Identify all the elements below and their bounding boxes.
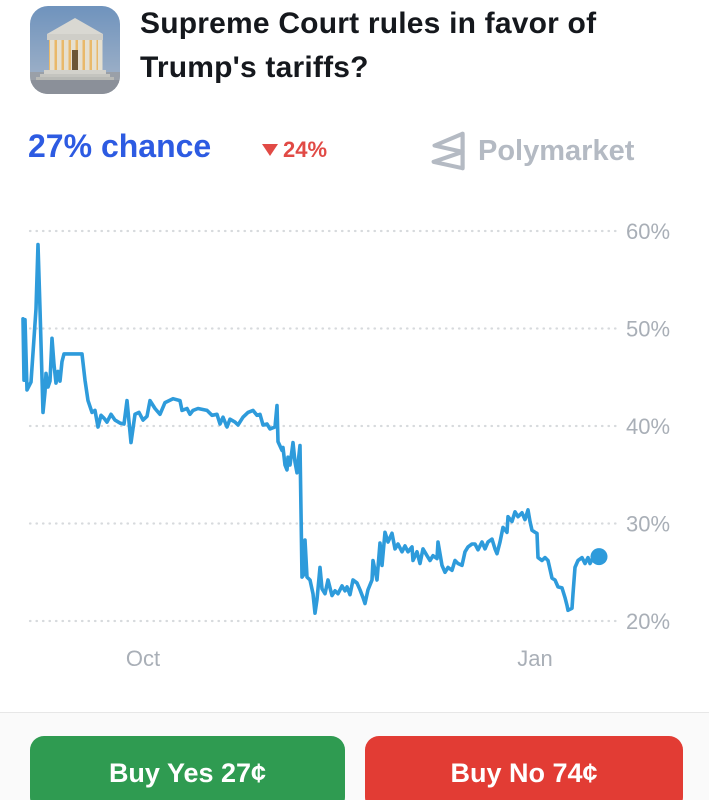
y-axis-label: 50% bbox=[626, 317, 670, 342]
market-title: Supreme Court rules in favor of Trump's … bbox=[140, 7, 597, 84]
y-axis-label: 40% bbox=[626, 414, 670, 439]
buy-no-button[interactable]: Buy No 74¢ bbox=[365, 736, 683, 800]
x-axis-label: Oct bbox=[126, 646, 160, 671]
current-price-dot bbox=[590, 548, 608, 566]
down-arrow-icon bbox=[262, 144, 278, 156]
chance-value: 27% chance bbox=[28, 128, 212, 164]
buy-yes-button[interactable]: Buy Yes 27¢ bbox=[30, 736, 345, 800]
polymarket-logo: Polymarket bbox=[430, 130, 634, 172]
supreme-court-image bbox=[30, 6, 120, 94]
polymarket-icon bbox=[431, 131, 465, 171]
market-thumbnail bbox=[30, 6, 120, 94]
y-axis-label: 30% bbox=[626, 512, 670, 537]
y-axis-label: 20% bbox=[626, 609, 670, 634]
polymarket-wordmark: Polymarket bbox=[478, 134, 635, 167]
change-value: 24% bbox=[283, 137, 328, 162]
x-axis-label: Jan bbox=[517, 646, 552, 671]
y-axis-label: 60% bbox=[626, 219, 670, 244]
price-chart[interactable]: 60% 50% 40% 30% 20% Oct Jan bbox=[0, 0, 709, 690]
change-indicator: 24% bbox=[262, 137, 327, 163]
price-line bbox=[21, 242, 601, 616]
trade-footer: Buy Yes 27¢ Buy No 74¢ bbox=[0, 712, 709, 800]
